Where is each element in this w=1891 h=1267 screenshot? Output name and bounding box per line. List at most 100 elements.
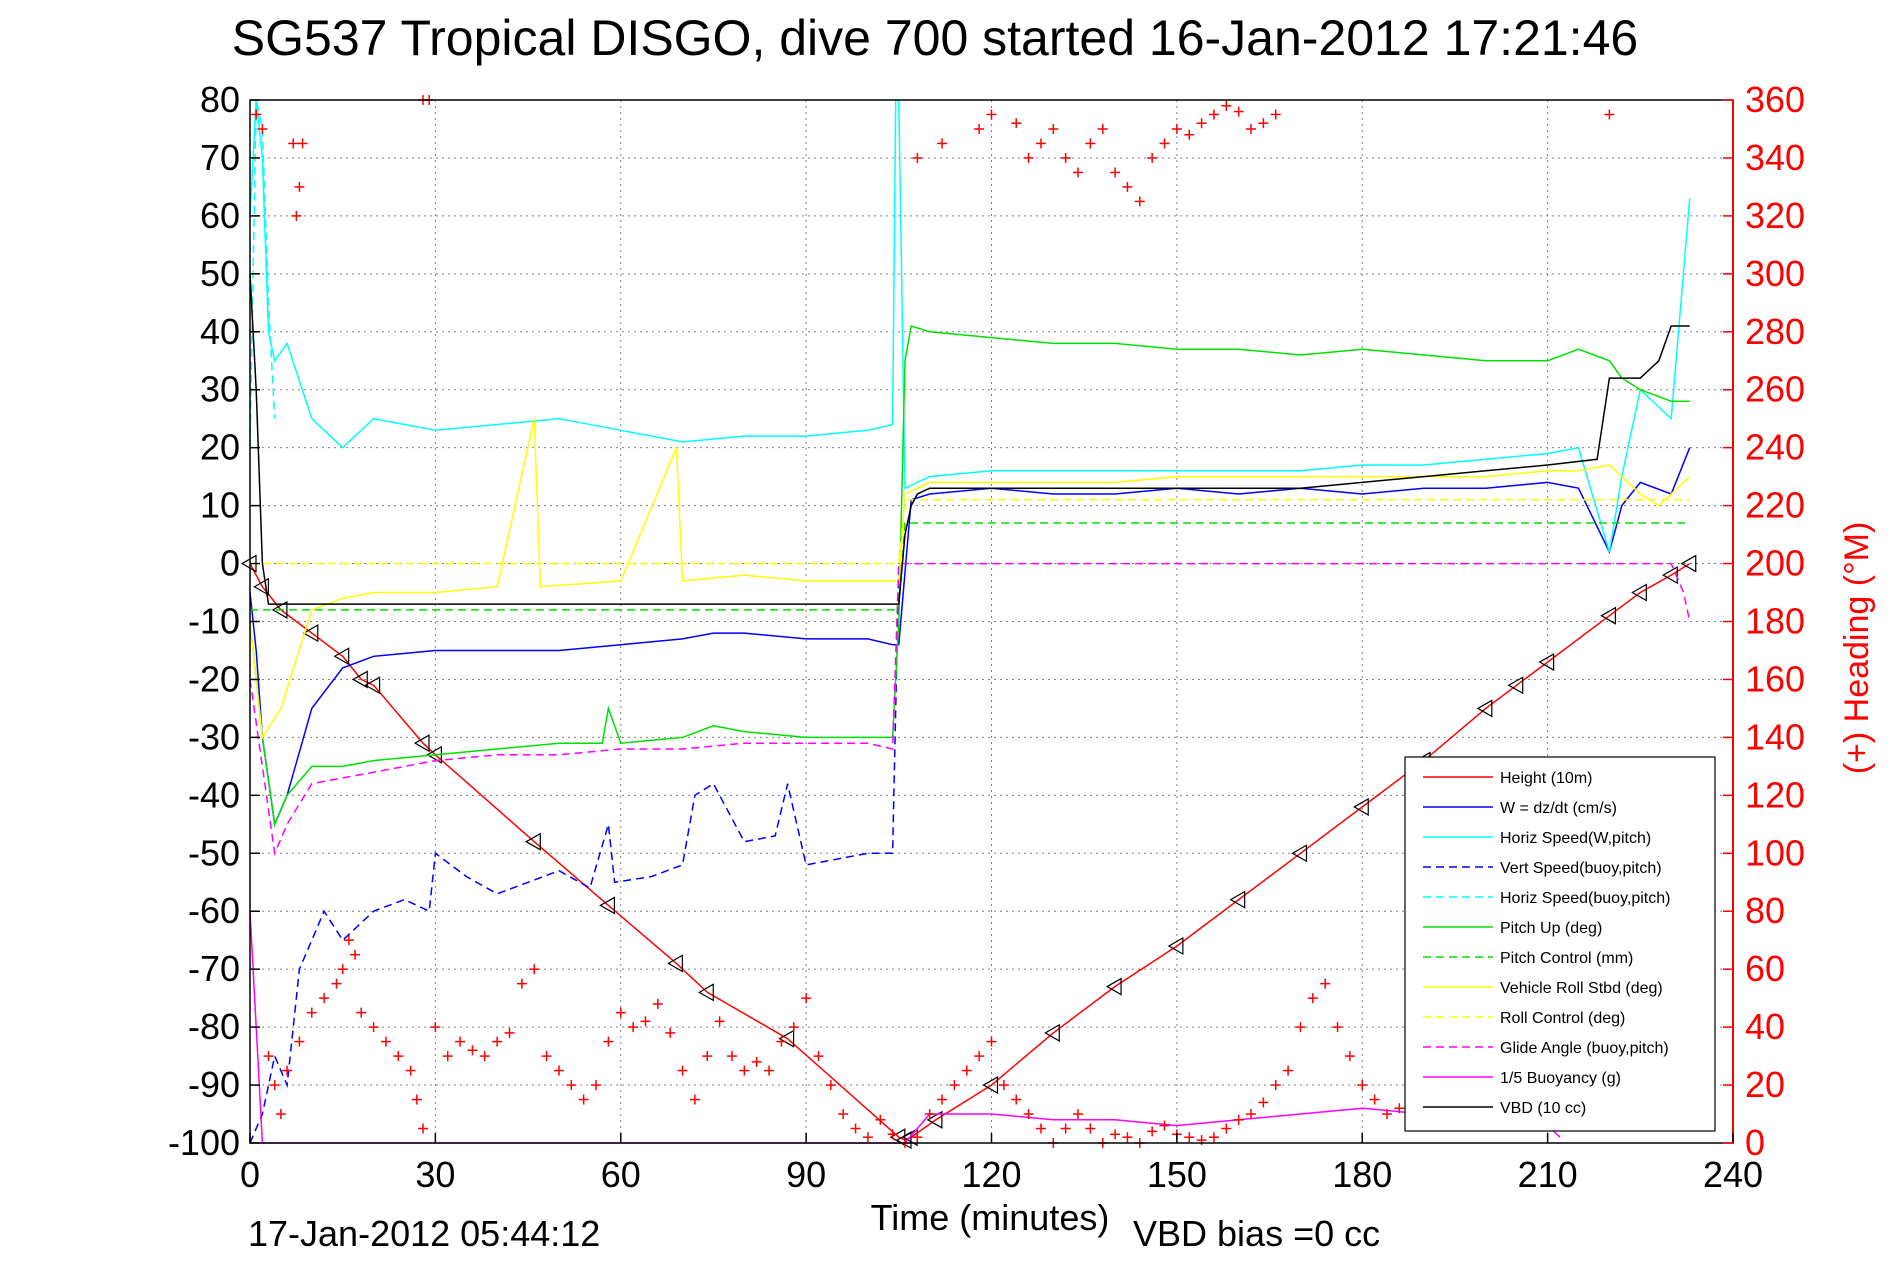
- heading-marker: [726, 1051, 737, 1062]
- heading-marker: [739, 1065, 750, 1076]
- heading-marker: [1134, 196, 1145, 207]
- heading-marker: [269, 1080, 280, 1091]
- heading-marker: [294, 1036, 305, 1047]
- heading-marker: [998, 1080, 1009, 1091]
- heading-marker: [1233, 1114, 1244, 1125]
- height-marker: [1631, 583, 1647, 602]
- heading-marker: [825, 1080, 836, 1091]
- heading-marker: [862, 1132, 873, 1143]
- y-tick-label-right: 240: [1745, 427, 1805, 468]
- height-marker: [1680, 554, 1697, 573]
- heading-marker: [430, 1022, 441, 1033]
- heading-marker: [974, 123, 985, 134]
- heading-marker: [1604, 109, 1615, 120]
- height-marker: [698, 983, 714, 1002]
- heading-marker: [1246, 1109, 1257, 1120]
- heading-marker: [628, 1022, 639, 1033]
- y-tick-label-right: 80: [1745, 890, 1785, 931]
- y-tick-label-right: 280: [1745, 311, 1805, 352]
- y-tick-label-right: 100: [1745, 832, 1805, 873]
- heading-marker: [337, 964, 348, 975]
- heading-marker: [1270, 1080, 1281, 1091]
- legend-label-vbd: VBD (10 cc): [1500, 1100, 1586, 1117]
- heading-marker: [368, 1022, 379, 1033]
- heading-marker: [393, 1051, 404, 1062]
- heading-marker: [875, 1114, 886, 1125]
- x-axis-label: Time (minutes): [871, 1197, 1110, 1238]
- y-tick-label-left: -80: [188, 1006, 240, 1047]
- legend-label-glide_angle: Glide Angle (buoy,pitch): [1500, 1040, 1669, 1057]
- heading-marker: [1196, 118, 1207, 129]
- heading-marker: [850, 1123, 861, 1134]
- heading-marker: [665, 1027, 676, 1038]
- heading-marker: [1159, 138, 1170, 149]
- heading-marker: [986, 109, 997, 120]
- height-marker: [1105, 977, 1122, 996]
- heading-marker: [288, 138, 299, 149]
- height-marker: [982, 1076, 999, 1095]
- heading-marker: [553, 1065, 564, 1076]
- y-tick-label-right: 340: [1745, 137, 1805, 178]
- heading-marker: [1394, 1103, 1405, 1114]
- legend-label-roll_control: Roll Control (deg): [1500, 1010, 1625, 1027]
- heading-marker: [801, 993, 812, 1004]
- heading-marker: [1048, 123, 1059, 134]
- end-time-label: 17-Jan-2012 05:44:12: [248, 1213, 600, 1254]
- heading-marker: [961, 1065, 972, 1076]
- heading-marker: [1085, 1123, 1096, 1134]
- legend-label-horiz_buoy: Horiz Speed(buoy,pitch): [1500, 890, 1670, 907]
- y-tick-label-right: 320: [1745, 195, 1805, 236]
- heading-marker: [1357, 1080, 1368, 1091]
- heading-marker: [1369, 1094, 1380, 1105]
- y-tick-label-right: 0: [1745, 1122, 1765, 1163]
- height-marker: [364, 676, 381, 695]
- heading-marker: [405, 1065, 416, 1076]
- heading-marker: [492, 1036, 503, 1047]
- heading-marker: [541, 1051, 552, 1062]
- x-tick-label: 90: [786, 1154, 826, 1195]
- heading-marker: [1097, 123, 1108, 134]
- height-marker: [1353, 797, 1369, 816]
- height-marker: [1291, 844, 1308, 863]
- heading-marker: [516, 978, 527, 989]
- heading-marker: [297, 138, 308, 149]
- y-tick-label-right: 60: [1745, 948, 1785, 989]
- heading-marker: [291, 210, 302, 221]
- heading-marker: [1023, 152, 1034, 163]
- heading-marker: [504, 1027, 515, 1038]
- legend: Height (10m) W = dz/dt (cm/s) Horiz Speed(…: [1404, 756, 1716, 1132]
- legend-label-pitch_up: Pitch Up (deg): [1500, 920, 1602, 937]
- vbd-bias-label: VBD bias =0 cc: [1133, 1213, 1380, 1254]
- right-y-axis-label: (+) Heading (°M): [1838, 522, 1876, 775]
- heading-marker: [1147, 1126, 1158, 1137]
- heading-marker: [282, 1065, 293, 1076]
- heading-marker: [912, 152, 923, 163]
- heading-marker: [974, 1051, 985, 1062]
- legend-label-buoyancy: 1/5 Buoyancy (g): [1500, 1070, 1621, 1087]
- heading-marker: [1035, 138, 1046, 149]
- heading-marker: [1085, 138, 1096, 149]
- heading-marker: [912, 1132, 923, 1143]
- y-tick-label-left: 40: [200, 311, 240, 352]
- heading-marker: [578, 1094, 589, 1105]
- x-tick-label: 30: [415, 1154, 455, 1195]
- series-vbd: [249, 273, 1690, 605]
- heading-marker: [467, 1045, 478, 1056]
- height-marker: [1229, 890, 1246, 909]
- y-tick-label-right: 140: [1745, 716, 1805, 757]
- heading-marker: [1208, 1132, 1219, 1143]
- heading-marker: [263, 1051, 274, 1062]
- heading-marker: [251, 109, 262, 120]
- heading-marker: [937, 1094, 948, 1105]
- heading-marker: [1295, 1022, 1306, 1033]
- y-tick-label-right: 260: [1745, 369, 1805, 410]
- heading-marker: [776, 1036, 787, 1047]
- height-marker: [1600, 606, 1617, 625]
- heading-marker: [1035, 1123, 1046, 1134]
- heading-marker: [714, 1016, 725, 1027]
- y-tick-label-left: 10: [200, 485, 240, 526]
- heading-marker: [788, 1022, 799, 1033]
- y-tick-label-right: 200: [1745, 543, 1805, 584]
- heading-marker: [838, 1109, 849, 1120]
- heading-marker: [1171, 123, 1182, 134]
